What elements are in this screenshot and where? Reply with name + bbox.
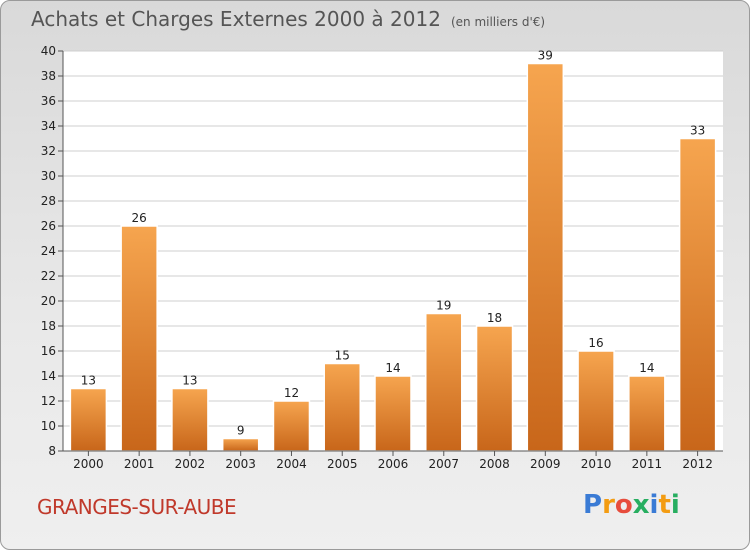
bar bbox=[425, 312, 463, 452]
data-label: 12 bbox=[284, 386, 299, 400]
logo-letter: i bbox=[670, 490, 680, 520]
y-tick-label: 24 bbox=[41, 244, 56, 258]
y-tick-label: 12 bbox=[41, 394, 56, 408]
data-label: 15 bbox=[335, 349, 350, 363]
data-label: 39 bbox=[538, 49, 553, 63]
bar bbox=[323, 362, 361, 452]
logo-letter: x bbox=[632, 490, 650, 520]
x-tick-label: 2005 bbox=[327, 457, 358, 471]
y-tick-label: 26 bbox=[41, 219, 56, 233]
x-tick-label: 2007 bbox=[428, 457, 459, 471]
x-tick-label: 2010 bbox=[581, 457, 612, 471]
bar bbox=[577, 350, 615, 452]
x-tick-label: 2004 bbox=[276, 457, 307, 471]
x-tick-label: 2003 bbox=[225, 457, 256, 471]
data-label: 33 bbox=[690, 124, 705, 138]
y-tick-label: 38 bbox=[41, 69, 56, 83]
y-tick-label: 32 bbox=[41, 144, 56, 158]
proxiti-logo: Proxiti bbox=[583, 490, 680, 520]
x-tick-label: 2001 bbox=[124, 457, 155, 471]
data-label: 9 bbox=[237, 424, 245, 438]
y-tick-label: 36 bbox=[41, 94, 56, 108]
logo-letter: o bbox=[614, 490, 633, 520]
x-tick-label: 2009 bbox=[530, 457, 561, 471]
logo-letter: r bbox=[602, 490, 615, 520]
data-label: 13 bbox=[81, 374, 96, 388]
y-tick-label: 28 bbox=[41, 194, 56, 208]
data-label: 16 bbox=[588, 336, 603, 350]
x-tick-label: 2002 bbox=[175, 457, 206, 471]
x-tick-label: 2000 bbox=[73, 457, 104, 471]
y-tick-label: 14 bbox=[41, 369, 56, 383]
data-label: 19 bbox=[436, 299, 451, 313]
y-tick-label: 34 bbox=[41, 119, 56, 133]
logo-letter: P bbox=[583, 490, 603, 520]
chart-title-text: Achats et Charges Externes 2000 à 2012 bbox=[31, 7, 441, 31]
y-tick-label: 10 bbox=[41, 419, 56, 433]
logo-letter: i bbox=[649, 490, 659, 520]
data-label: 18 bbox=[487, 311, 502, 325]
bar bbox=[526, 62, 565, 452]
chart-subtitle: (en milliers d'€) bbox=[450, 15, 546, 29]
data-label: 14 bbox=[639, 361, 654, 375]
bar bbox=[272, 400, 311, 452]
data-label: 26 bbox=[132, 211, 147, 225]
data-label: 14 bbox=[385, 361, 400, 375]
y-tick-label: 16 bbox=[41, 344, 56, 358]
y-tick-label: 18 bbox=[41, 319, 56, 333]
bar bbox=[475, 325, 514, 452]
x-tick-label: 2011 bbox=[632, 457, 663, 471]
bar bbox=[374, 375, 412, 452]
bar bbox=[120, 225, 158, 452]
bar bbox=[171, 387, 209, 452]
y-tick-label: 30 bbox=[41, 169, 56, 183]
bar bbox=[678, 137, 717, 452]
y-tick-label: 8 bbox=[48, 444, 56, 458]
y-tick-label: 20 bbox=[41, 294, 56, 308]
bar bbox=[221, 437, 260, 452]
y-tick-label: 22 bbox=[41, 269, 56, 283]
x-tick-label: 2008 bbox=[479, 457, 510, 471]
x-tick-label: 2012 bbox=[682, 457, 713, 471]
logo-letter: t bbox=[658, 490, 671, 520]
y-tick-label: 40 bbox=[41, 44, 56, 58]
commune-name: GRANGES-SUR-AUBE bbox=[37, 495, 237, 519]
bar bbox=[69, 387, 108, 452]
data-label: 13 bbox=[182, 374, 197, 388]
chart-title: Achats et Charges Externes 2000 à 2012 (e… bbox=[31, 7, 545, 31]
bar bbox=[628, 375, 666, 452]
x-tick-label: 2006 bbox=[378, 457, 409, 471]
